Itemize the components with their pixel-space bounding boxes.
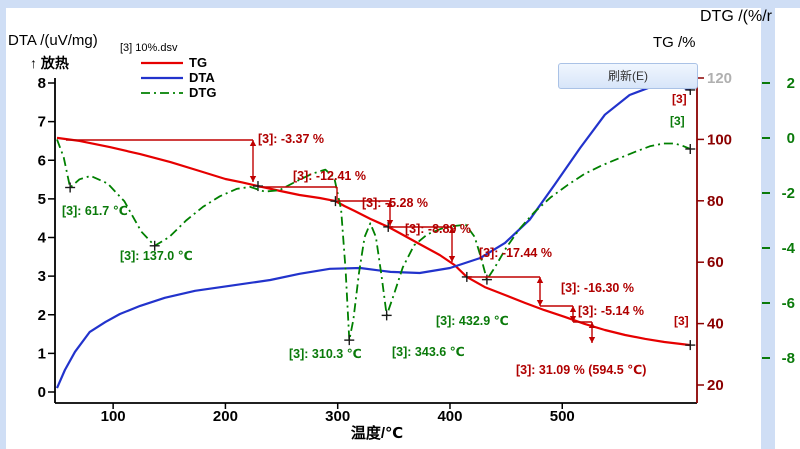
svg-text:80: 80 [707,193,724,210]
mass-loss-label: [3]: 31.09 % (594.5 ℃) [516,363,646,377]
legend-label-dta: DTA [189,70,215,85]
svg-text:2: 2 [38,307,46,324]
legend-label-dtg: DTG [189,85,217,100]
dta-axis-title: DTA /(uV/mg) [8,32,98,49]
tg-axis-title: TG /% [653,34,696,51]
svg-text:0: 0 [787,130,795,147]
svg-text:7: 7 [38,114,46,131]
dta-line-sample [141,76,183,79]
svg-text:2: 2 [787,75,795,92]
svg-text:100: 100 [707,131,732,148]
temperature-axis-title: 温度/℃ [350,425,404,442]
mass-loss-label: [3]: -5.28 % [362,196,428,210]
peak-temperature-label: [3]: 310.3 ℃ [289,347,362,361]
svg-text:120: 120 [707,70,732,87]
legend-title: [3] 10%.dsv [120,42,178,54]
legend-label-tg: TG [189,55,208,70]
legend-item-tg[interactable]: TG [120,55,216,70]
svg-text:1: 1 [38,345,46,362]
svg-text:300: 300 [325,408,350,425]
svg-text:200: 200 [213,408,238,425]
mass-loss-label: [3]: -5.14 % [578,304,644,318]
chart-legend: [3] 10%.dsv TG DTA DTG [120,42,216,100]
svg-text:-4: -4 [782,240,796,257]
curves [55,83,696,389]
peak-temperature-label: [3]: 61.7 ℃ [62,204,128,218]
svg-text:40: 40 [707,316,724,333]
curve-end-label: [3] [674,314,689,328]
dtg-axis-title: DTG /(%/r [700,8,772,25]
mass-loss-label: [3]: -8.89 % [405,222,471,236]
axes: 100 200 300 400 5008765432101201008060402020… [38,70,796,425]
svg-text:5: 5 [38,191,46,208]
svg-text:-8: -8 [782,350,795,367]
svg-text:-2: -2 [782,185,795,202]
dtg-line-sample [141,91,183,94]
curve-end-label: [3] [672,92,687,106]
svg-text:-6: -6 [782,295,795,312]
svg-text:20: 20 [707,377,724,394]
tg-curve [56,136,691,347]
annotations: [3]: -3.37 % [3]: -12.41 % [3]: -5.28 % [3]… [62,92,689,377]
legend-item-dtg[interactable]: DTG [120,85,216,100]
curve-end-label: [3] [670,114,685,128]
svg-text:60: 60 [707,254,724,271]
svg-text:500: 500 [550,408,575,425]
svg-text:4: 4 [38,230,47,247]
legend-item-dta[interactable]: DTA [120,70,216,85]
peak-temperature-label: [3]: 432.9 ℃ [436,314,509,328]
svg-text:0: 0 [38,384,46,401]
mass-loss-label: [3]: -12.41 % [293,169,366,183]
peak-temperature-label: [3]: 343.6 ℃ [392,345,465,359]
mass-loss-label: [3]: -17.44 % [479,246,552,260]
dtg-curve [56,139,691,342]
mass-loss-label: [3]: -3.37 % [258,132,324,146]
refresh-button[interactable]: 刷新(E) [558,63,698,89]
exothermic-up-label: ↑ 放热 [30,55,69,71]
svg-text:6: 6 [38,152,46,169]
peak-temperature-label: [3]: 137.0 ℃ [120,249,193,263]
mass-loss-label: [3]: -16.30 % [561,281,634,295]
tg-line-sample [141,61,183,64]
panel-divider [761,8,775,449]
dta-curve [55,83,691,389]
svg-text:400: 400 [437,408,462,425]
svg-text:8: 8 [38,75,46,92]
svg-text:3: 3 [38,268,46,285]
window-border-left [0,0,6,449]
window-border-top [0,0,800,8]
svg-text:100: 100 [101,408,126,425]
